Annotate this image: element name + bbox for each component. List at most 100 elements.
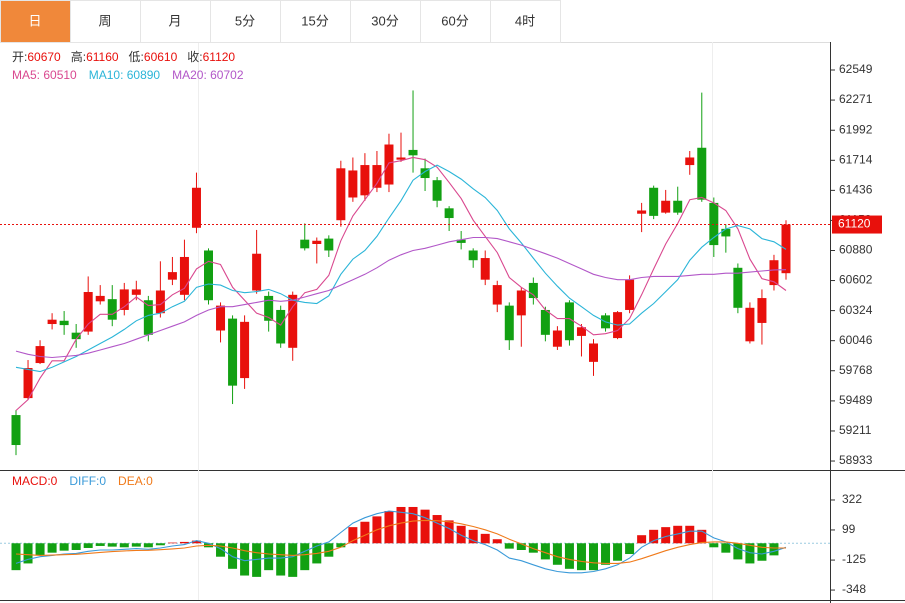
macd-bar — [637, 535, 647, 544]
macd-bar — [119, 543, 129, 548]
y-tick-label: 60602 — [839, 273, 873, 287]
y-tick-label: 60880 — [839, 243, 873, 257]
candle-body — [191, 187, 201, 228]
candle-body — [83, 292, 93, 332]
macd-readout-value: 0 — [146, 474, 153, 488]
macd-bar — [47, 543, 57, 553]
candle-body — [276, 309, 286, 344]
tab-label[interactable]: 30分 — [371, 13, 398, 28]
macd-readout-value: 0 — [99, 474, 106, 488]
macd-bar — [191, 540, 201, 544]
macd-bar — [516, 543, 526, 550]
candle-body — [216, 305, 226, 331]
candle-body — [167, 272, 177, 280]
macd-bar — [613, 543, 623, 561]
ma-legend-value: 60890 — [127, 68, 161, 82]
candle-body — [348, 170, 358, 198]
candle-body — [408, 149, 418, 156]
macd-bar — [384, 511, 394, 544]
macd-bar — [661, 527, 671, 544]
macd-readout-value: 0 — [51, 474, 58, 488]
candle-body — [119, 289, 129, 310]
last-price-label: 61120 — [838, 217, 871, 231]
candle-body — [528, 282, 538, 299]
candle-body — [685, 157, 695, 166]
macd-readout-label: MACD: — [12, 474, 51, 488]
tab[interactable] — [280, 0, 351, 43]
candle-body — [312, 240, 322, 244]
candle-body — [492, 285, 502, 305]
diff-line — [15, 510, 787, 574]
macd-bar — [456, 525, 466, 544]
y-tick-label: 61992 — [839, 122, 873, 136]
candle-body — [59, 320, 69, 326]
tab[interactable] — [210, 0, 281, 43]
candle-body — [23, 368, 33, 399]
ohlc-label: 收: — [187, 50, 202, 64]
macd-bar — [673, 525, 683, 544]
macd-bar — [733, 543, 743, 560]
candle-body — [324, 238, 334, 251]
ohlc-value: 61160 — [86, 50, 119, 64]
macd-bar — [697, 529, 707, 544]
candle-body — [47, 319, 57, 325]
candle-body — [745, 307, 755, 342]
tab-label[interactable]: 日 — [28, 13, 41, 28]
macd-bar — [71, 543, 81, 550]
macd-bar — [216, 543, 226, 557]
candle-body — [131, 289, 141, 295]
candle-body — [709, 202, 719, 246]
macd-bar — [252, 543, 262, 577]
macd-bar — [336, 543, 346, 548]
candle-body — [649, 187, 659, 216]
tab-label[interactable]: 4时 — [515, 13, 535, 28]
macd-bar — [167, 542, 177, 544]
ma-legend-value: 60510 — [43, 68, 77, 82]
macd-bar — [480, 533, 490, 544]
macd-bar — [396, 506, 406, 544]
ohlc-label: 低: — [129, 50, 144, 64]
macd-bar — [589, 543, 598, 571]
tab[interactable] — [350, 0, 421, 43]
candle-body — [420, 168, 430, 179]
candle-body — [480, 258, 490, 280]
y-tick-label: 62271 — [839, 92, 873, 106]
macd-bar — [348, 527, 358, 544]
macd-bar — [264, 543, 274, 571]
macd-bar — [179, 541, 189, 544]
macd-bar — [300, 543, 310, 571]
candle-body — [733, 267, 743, 308]
ma-legend-name: MA10: — [89, 68, 127, 82]
tab-label[interactable]: 周 — [98, 13, 111, 28]
y-tick-label: 59489 — [839, 393, 873, 407]
tab-label[interactable]: 月 — [168, 13, 181, 28]
macd-bar — [492, 539, 502, 544]
tab[interactable] — [420, 0, 491, 43]
macd-bar — [685, 525, 695, 544]
tab-label[interactable]: 60分 — [441, 13, 468, 28]
macd-readout-label: DIFF: — [69, 474, 99, 488]
tab[interactable] — [0, 0, 71, 43]
candle-body — [300, 239, 310, 249]
macd-bar — [83, 543, 93, 548]
macd-bar — [444, 520, 454, 544]
macd-bar — [432, 515, 442, 544]
candle-body — [372, 165, 382, 188]
y2-tick-label: 322 — [842, 492, 862, 506]
tab-label[interactable]: 5分 — [235, 13, 255, 28]
tab[interactable] — [490, 0, 561, 43]
candle-body — [288, 294, 298, 348]
ohlc-label: 高: — [71, 49, 86, 64]
candle-body — [240, 321, 250, 379]
macd-bar — [324, 543, 334, 557]
ohlc-value: 61120 — [203, 50, 236, 64]
macd-bar — [11, 543, 21, 571]
tab-label[interactable]: 15分 — [301, 13, 328, 28]
ma-line — [15, 164, 787, 373]
macd-bar — [276, 543, 286, 576]
macd-bar — [576, 543, 586, 571]
candle-body — [637, 210, 647, 214]
candle-body — [540, 309, 550, 335]
y-tick-label: 59211 — [839, 423, 872, 437]
